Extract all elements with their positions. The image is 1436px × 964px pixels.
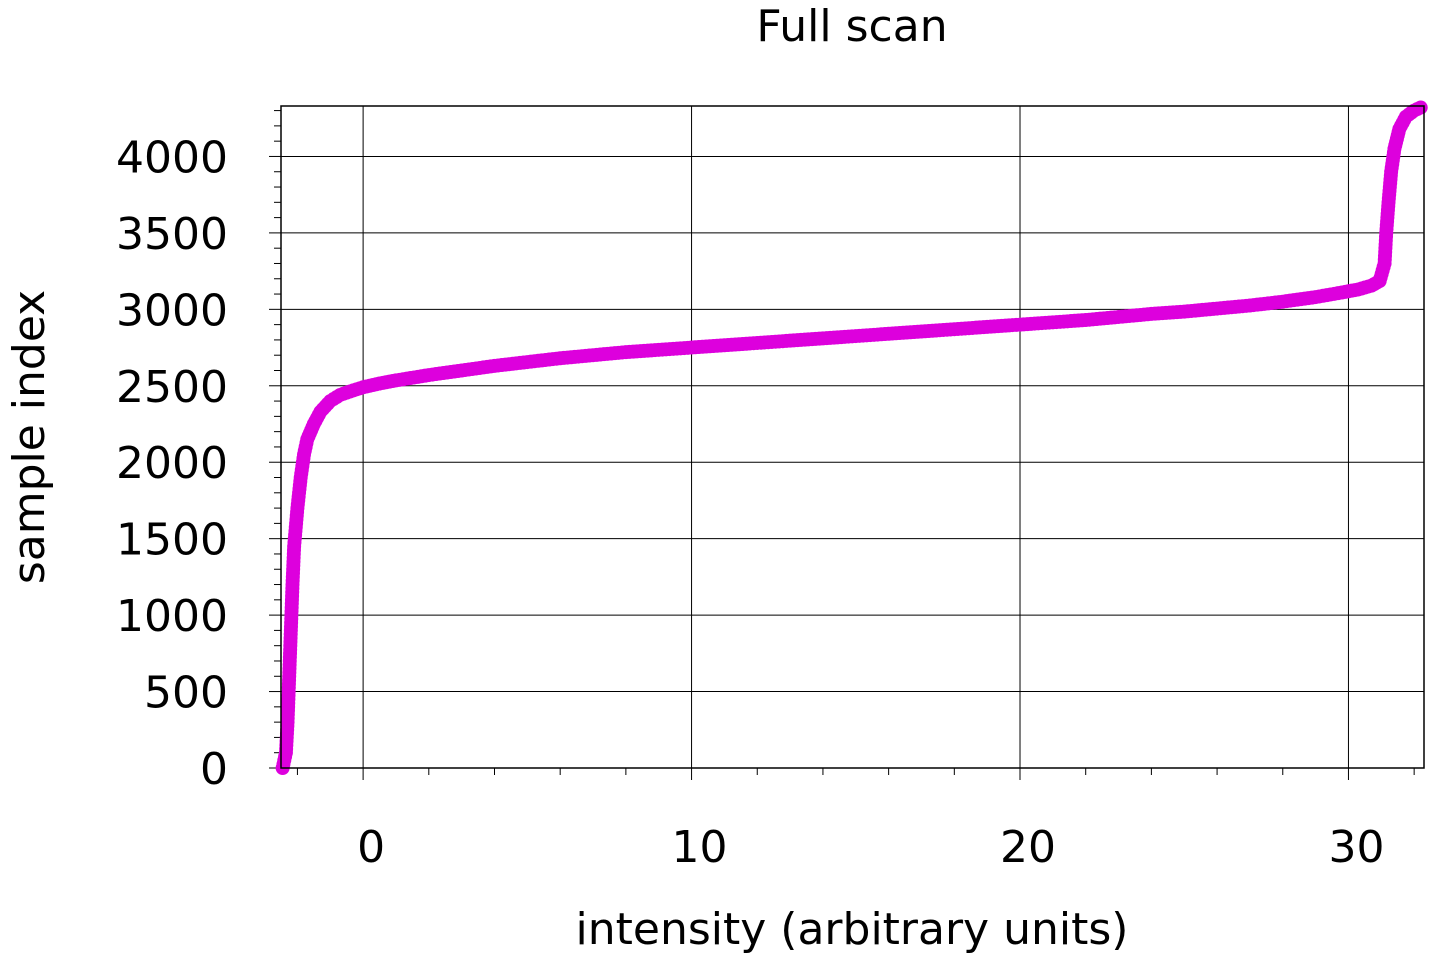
plot-frame [280, 105, 1425, 769]
y-tick-label: 1000 [116, 591, 228, 642]
y-tick-label: 2500 [116, 362, 228, 413]
x-axis-label: intensity (arbitrary units) [576, 904, 1129, 955]
chart-title: Full scan [756, 1, 947, 52]
y-tick-label: 3500 [116, 209, 228, 260]
y-tick-label: 3000 [116, 285, 228, 336]
x-tick-label: 10 [672, 822, 728, 873]
data-point [1413, 100, 1428, 115]
x-tick-label: 30 [1328, 822, 1384, 873]
y-tick-label: 4000 [116, 132, 228, 183]
y-tick-label: 0 [200, 744, 228, 795]
y-axis-label: sample index [4, 290, 55, 584]
x-tick-label: 0 [357, 822, 385, 873]
y-tick-label: 1500 [116, 515, 228, 566]
axis-ticks [269, 110, 1415, 780]
y-tick-label: 2000 [116, 438, 228, 489]
data-points [275, 100, 1428, 775]
x-tick-label: 20 [1000, 822, 1056, 873]
y-tick-label: 500 [144, 668, 228, 719]
tick-labels: 0 10 20 30 0 500 1000 1500 2000 2500 3000 3500 4000 [116, 132, 1384, 873]
